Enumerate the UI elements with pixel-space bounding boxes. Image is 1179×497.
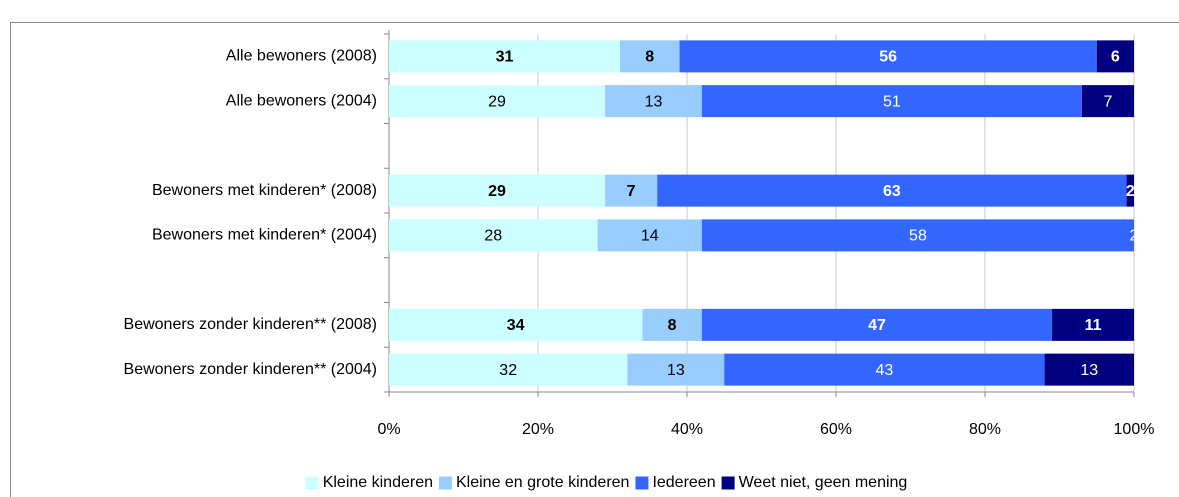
data-label: 6 bbox=[1111, 49, 1120, 66]
legend-swatch bbox=[438, 476, 452, 490]
data-label: 31 bbox=[496, 49, 514, 66]
legend-swatch bbox=[721, 476, 735, 490]
y-tick-label: Alle bewoners (2004) bbox=[226, 92, 377, 109]
bar-segment bbox=[724, 353, 1045, 386]
bar-segment bbox=[619, 40, 680, 73]
bar-segment bbox=[679, 40, 1097, 73]
data-label: 29 bbox=[488, 183, 506, 200]
data-label: 8 bbox=[668, 317, 677, 334]
legend-label: Kleine en grote kinderen bbox=[456, 474, 629, 491]
legend-label: Iedereen bbox=[652, 474, 715, 491]
bar-segment bbox=[642, 308, 702, 341]
legend-label: Weet niet, geen mening bbox=[739, 474, 908, 491]
x-tick-label: 0% bbox=[377, 421, 400, 438]
x-tick-label: 60% bbox=[820, 421, 852, 438]
x-tick-label: 40% bbox=[671, 421, 703, 438]
bar-segment bbox=[1081, 85, 1134, 118]
x-tick-label: 100% bbox=[1114, 421, 1155, 438]
bar-segment bbox=[389, 174, 606, 207]
legend: Kleine kinderen Kleine en grote kinderen I… bbox=[305, 474, 908, 491]
bar-segment bbox=[597, 219, 702, 252]
data-label: 7 bbox=[627, 183, 636, 200]
data-label: 2 bbox=[1126, 183, 1135, 200]
bar-segment bbox=[657, 174, 1127, 207]
bar-segment bbox=[627, 353, 725, 386]
bar-segment bbox=[701, 308, 1053, 341]
bar-segment bbox=[389, 40, 620, 73]
bar-segment bbox=[605, 85, 702, 118]
legend-swatch bbox=[635, 476, 649, 490]
x-tick-label: 20% bbox=[522, 421, 554, 438]
legend-swatch bbox=[305, 476, 319, 490]
y-tick-label: Bewoners met kinderen* (2004) bbox=[152, 227, 377, 244]
bar-segment bbox=[389, 353, 628, 386]
data-label: 34 bbox=[507, 317, 525, 334]
bar-segment bbox=[1044, 353, 1134, 386]
data-label: 32 bbox=[499, 362, 517, 379]
data-label: 63 bbox=[883, 183, 901, 200]
data-label: 29 bbox=[488, 93, 506, 110]
legend-label: Kleine kinderen bbox=[323, 474, 433, 491]
bar-segment bbox=[1052, 308, 1134, 341]
data-label: 56 bbox=[879, 49, 897, 66]
data-label: 58 bbox=[909, 228, 927, 245]
x-tick-label: 80% bbox=[969, 421, 1001, 438]
data-label: 11 bbox=[1085, 317, 1102, 334]
bar-segment bbox=[389, 219, 598, 252]
data-label: 2 bbox=[1130, 228, 1139, 245]
data-label: 51 bbox=[883, 93, 901, 110]
bar-segment bbox=[1126, 174, 1134, 207]
y-tick-label: Bewoners zonder kinderen** (2004) bbox=[124, 361, 377, 378]
data-label: 43 bbox=[876, 362, 894, 379]
bar-segment bbox=[605, 174, 658, 207]
bar-segment bbox=[701, 219, 1134, 252]
bar-segment bbox=[389, 85, 606, 118]
data-label: 14 bbox=[641, 228, 659, 245]
bar-segment bbox=[1096, 40, 1134, 73]
data-label: 28 bbox=[484, 228, 502, 245]
data-label: 13 bbox=[667, 362, 685, 379]
y-tick-label: Alle bewoners (2008) bbox=[226, 48, 377, 65]
data-label: 13 bbox=[645, 93, 663, 110]
bars: 31 8 56 6 29 13 51 7 29 7 63 2 28 14 58 2 34 8 47 11 32 13 43 1… bbox=[389, 40, 1139, 386]
labels: 0% 20% 40% 60% 80% 100% Alle bewoners (2008) Al… bbox=[124, 48, 1155, 439]
data-label: 7 bbox=[1103, 93, 1112, 110]
data-label: 13 bbox=[1080, 362, 1098, 379]
y-tick-label: Bewoners zonder kinderen** (2008) bbox=[124, 316, 377, 333]
y-tick-label: Bewoners met kinderen* (2008) bbox=[152, 182, 377, 199]
bar-segment bbox=[701, 85, 1082, 118]
data-label: 47 bbox=[868, 317, 886, 334]
bar-segment bbox=[389, 308, 643, 341]
data-label: 8 bbox=[645, 49, 654, 66]
